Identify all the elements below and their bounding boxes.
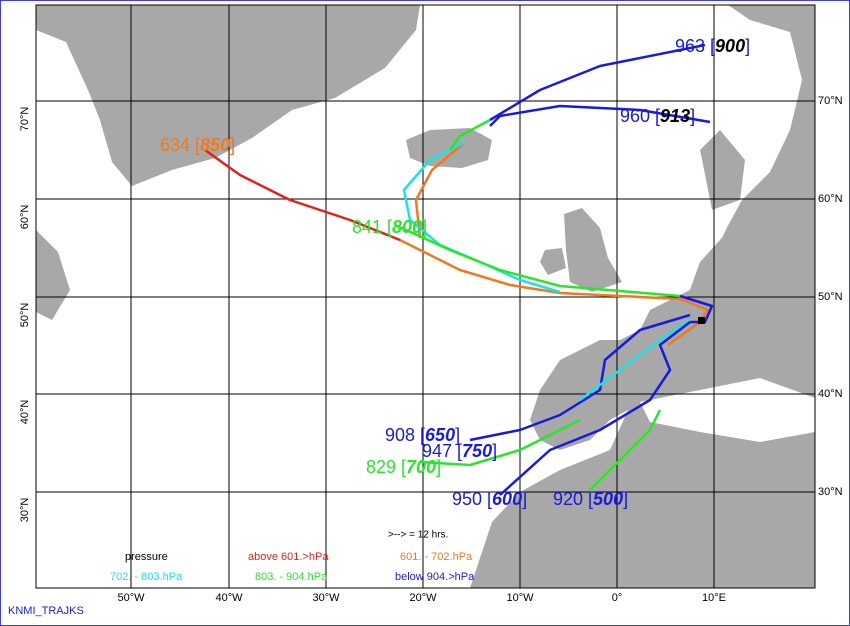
latitude-label: 60°N [818, 193, 843, 205]
trajectory [394, 223, 681, 298]
britain [564, 208, 622, 292]
trajectory [489, 43, 706, 122]
trajectory-label: 963 [900] [675, 36, 750, 56]
label-suffix: ] [230, 135, 235, 155]
longitude-label: 10°W [506, 592, 534, 604]
labels: 50°W 40°W 30°W 20°W 10°W 0° 10°E 70°N 70°N 60°N 60… [8, 36, 843, 617]
legend-title: pressure [125, 551, 168, 563]
latitude-label: 30°N [19, 498, 31, 523]
latitude-label: 70°N [19, 107, 31, 132]
label-suffix: ] [436, 457, 441, 477]
latitude-label: 60°N [19, 205, 31, 230]
label-level: 750 [462, 441, 492, 461]
longitude-label: 30°W [312, 592, 340, 604]
label-id: 634 [ [160, 135, 200, 155]
label-level: 500 [593, 489, 623, 509]
label-suffix: ] [492, 441, 497, 461]
release-point [698, 317, 705, 324]
legend-entry: 601. - 702.hPa [400, 551, 473, 563]
label-suffix: ] [745, 36, 750, 56]
label-level: 600 [492, 489, 522, 509]
legend-entry: above 601.>hPa [248, 551, 329, 563]
label-suffix: ] [623, 489, 628, 509]
north-sea [690, 150, 740, 250]
label-level: 700 [406, 457, 436, 477]
trajectory [419, 418, 581, 467]
trajectory [499, 321, 691, 496]
trajectory [414, 141, 466, 239]
trajectory [448, 118, 491, 151]
footer: KNMI_TRAJKS [8, 605, 84, 617]
latitude-label: 50°N [19, 303, 31, 328]
trajectory-label: 841 [800] [352, 217, 427, 237]
legend-time-step: >--> = 12 hrs. [388, 530, 448, 541]
trajectory-label: 947 [750] [422, 441, 497, 461]
label-suffix: ] [690, 106, 695, 126]
label-suffix: ] [455, 425, 460, 445]
trajectory [204, 148, 401, 242]
latitude-label: 40°N [818, 388, 843, 400]
label-id: 841 [ [352, 217, 392, 237]
label-id: 950 [ [452, 489, 492, 509]
longitude-label: 20°W [409, 592, 437, 604]
trajectory [402, 140, 561, 294]
label-id: 960 [ [620, 106, 660, 126]
label-level: 900 [715, 36, 745, 56]
trajectory-label: 920 [500] [553, 489, 628, 509]
trajectory-label: 960 [913] [620, 106, 695, 126]
longitude-label: 0° [612, 592, 623, 604]
latitude-label: 30°N [818, 486, 843, 498]
latitude-label: 70°N [818, 95, 843, 107]
label-id: 920 [ [553, 489, 593, 509]
latitude-label: 50°N [818, 291, 843, 303]
map-area [35, 4, 816, 589]
legend-entry: 702. - 803.hPa [110, 571, 183, 583]
map-frame [35, 4, 816, 589]
legend-entry: below 904.>hPa [395, 571, 475, 583]
label-level: 650 [425, 425, 455, 445]
ireland [540, 248, 566, 275]
trajectory-label: 950 [600] [452, 489, 527, 509]
trajectory [589, 409, 662, 491]
trajectory [679, 294, 714, 324]
trajectory-label: 908 [650] [385, 425, 460, 445]
iceland [406, 128, 492, 168]
latitude-label: 40°N [19, 400, 31, 425]
label-suffix: ] [522, 489, 527, 509]
greenland [36, 5, 420, 186]
longitude-label: 40°W [215, 592, 243, 604]
trajectory [579, 318, 691, 401]
longitude-label: 50°W [117, 592, 145, 604]
longitude-label: 10°E [702, 592, 726, 604]
label-level: 850 [200, 135, 230, 155]
trajectory [489, 104, 711, 127]
legend-entry: 803. - 904.hPa [255, 571, 328, 583]
trajectory-label: 829 [700] [366, 457, 441, 477]
trajectory-label: 634 [850] [160, 135, 235, 155]
label-id: 963 [ [675, 36, 715, 56]
label-level: 913 [660, 106, 690, 126]
label-id: 908 [ [385, 425, 425, 445]
label-level: 800 [392, 217, 422, 237]
label-suffix: ] [422, 217, 427, 237]
label-id: 947 [ [422, 441, 462, 461]
trajectories [204, 43, 714, 496]
trajectory [469, 313, 691, 442]
europe-africa [470, 5, 815, 588]
label-id: 829 [ [366, 457, 406, 477]
scandinavia-south [700, 130, 745, 210]
